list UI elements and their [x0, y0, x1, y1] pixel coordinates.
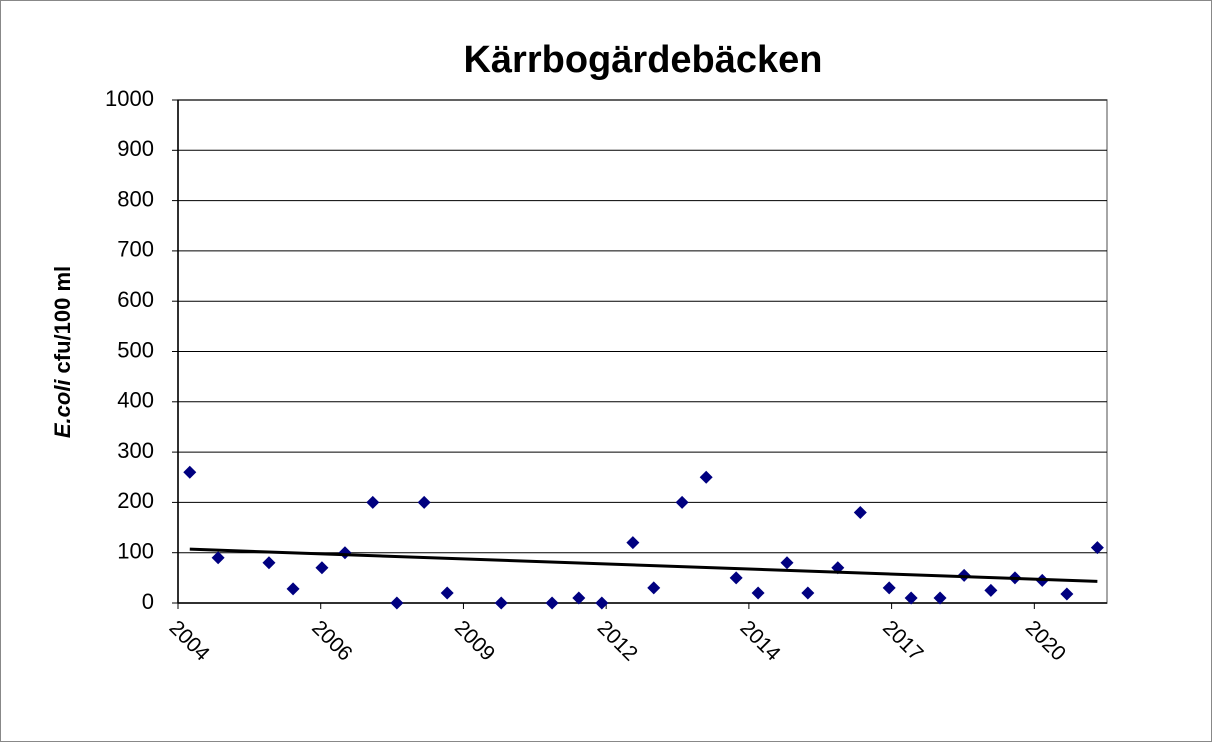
y-tick-label: 600	[117, 287, 154, 312]
data-point	[699, 470, 713, 484]
data-point	[729, 571, 743, 585]
data-point	[572, 591, 586, 605]
data-point	[853, 505, 867, 519]
y-tick-label: 700	[117, 237, 154, 262]
y-tick-label: 1000	[105, 86, 154, 111]
data-point	[751, 586, 765, 600]
data-point	[780, 556, 794, 570]
data-point	[626, 536, 640, 550]
y-tick-label: 200	[117, 488, 154, 513]
data-point	[1090, 541, 1104, 555]
data-point	[366, 495, 380, 509]
y-tick-label: 400	[117, 388, 154, 413]
y-tick-label: 500	[117, 337, 154, 362]
chart-title: Kärrbogärdebäcken	[463, 39, 822, 81]
data-point	[390, 596, 404, 610]
data-point	[440, 586, 454, 600]
y-tick-label: 800	[117, 186, 154, 211]
data-point	[494, 596, 508, 610]
data-point	[545, 596, 559, 610]
y-axis-label-text: cfu/100 ml	[50, 266, 75, 374]
y-tick-label: 100	[117, 539, 154, 564]
data-point	[315, 561, 329, 575]
data-point	[882, 581, 896, 595]
data-point	[417, 495, 431, 509]
data-point	[675, 495, 689, 509]
trendline	[189, 547, 1098, 583]
data-point	[904, 591, 918, 605]
y-tick-label: 300	[117, 438, 154, 463]
data-point	[1060, 587, 1074, 601]
y-axis-label: E.coli cfu/100 ml	[50, 266, 75, 438]
data-point	[647, 581, 661, 595]
data-point	[595, 596, 609, 610]
data-point	[211, 551, 225, 565]
y-axis-label-italic: E.coli	[50, 379, 75, 439]
data-point	[286, 582, 300, 596]
data-point	[801, 586, 815, 600]
data-point	[262, 556, 276, 570]
data-point	[933, 591, 947, 605]
y-tick-label: 900	[117, 136, 154, 161]
data-point	[183, 465, 197, 479]
data-point	[984, 583, 998, 597]
y-tick-label: 0	[142, 589, 154, 614]
